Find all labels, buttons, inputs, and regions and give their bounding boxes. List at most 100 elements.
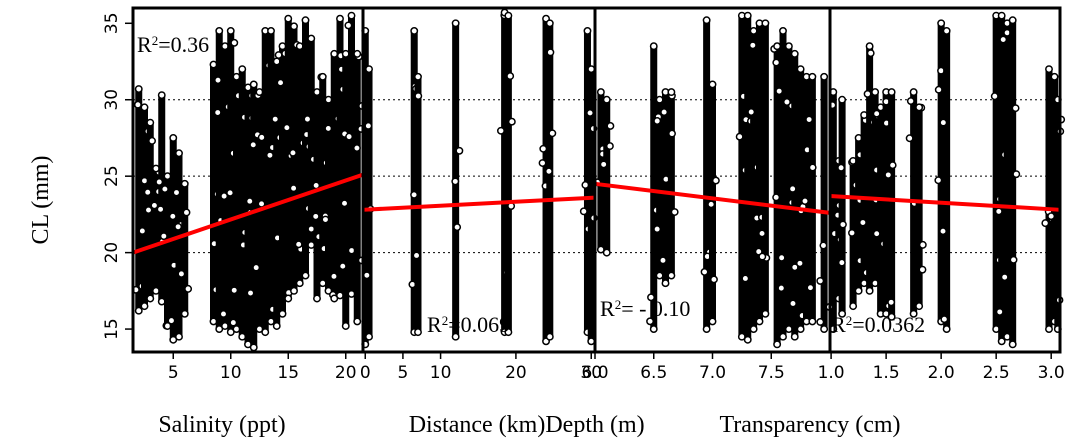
data-point <box>939 227 947 236</box>
x-axis-label: Distance (km) <box>409 412 546 438</box>
x-tick-label: 3.0 <box>1038 363 1065 383</box>
data-column <box>1054 99 1062 330</box>
y-tick-label: 15 <box>102 318 122 340</box>
data-point <box>175 149 183 158</box>
data-column <box>1045 69 1053 330</box>
trend-line <box>362 195 596 212</box>
x-axis-label: Depth (m) <box>545 412 644 438</box>
data-point <box>412 251 421 260</box>
data-point <box>362 271 371 280</box>
data-column <box>135 89 143 311</box>
data-point <box>232 72 241 81</box>
data-point <box>741 274 750 283</box>
data-point <box>1000 273 1009 282</box>
data-point <box>999 35 1008 44</box>
data-point <box>808 317 817 326</box>
data-column <box>744 15 752 340</box>
data-point <box>215 26 224 35</box>
data-point <box>226 26 235 35</box>
data-point <box>294 240 303 249</box>
data-point <box>140 103 149 112</box>
data-column <box>703 20 711 330</box>
data-point <box>659 256 667 265</box>
data-point <box>777 253 786 262</box>
data-point <box>257 133 266 142</box>
data-point <box>782 98 791 106</box>
data-point <box>169 335 178 344</box>
data-column <box>181 183 189 314</box>
data-point <box>668 129 676 138</box>
trend-line <box>594 181 831 215</box>
data-column <box>284 18 292 299</box>
data-point <box>255 88 264 97</box>
data-point <box>1012 170 1021 179</box>
data-column <box>866 46 874 291</box>
data-point <box>252 263 261 272</box>
data-point <box>606 121 615 130</box>
data-point <box>226 188 235 197</box>
data-column <box>365 69 373 337</box>
data-point <box>169 134 178 142</box>
data-point <box>538 159 547 167</box>
data-column <box>583 30 591 333</box>
data-point <box>274 51 283 59</box>
data-point <box>336 291 344 300</box>
data-column <box>164 176 171 327</box>
data-column <box>267 30 275 322</box>
data-point <box>353 317 362 326</box>
x-tick-label: 0 <box>360 363 371 383</box>
panel-4: 1.0 1.5 2.0 2.5 3.0 Transparency (cm) R2=0.036… <box>719 6 1066 438</box>
data-point <box>221 322 229 330</box>
data-column <box>410 30 418 333</box>
data-point <box>773 340 782 349</box>
data-point <box>238 65 247 74</box>
data-point <box>168 212 177 221</box>
data-column <box>152 168 160 291</box>
data-point <box>653 225 662 234</box>
data-point <box>539 144 548 153</box>
data-series <box>357 8 598 349</box>
x-tick-label: 10 <box>430 363 452 383</box>
data-point <box>602 95 611 104</box>
data-point <box>887 88 896 97</box>
data-point <box>410 190 419 199</box>
data-column <box>738 15 746 337</box>
data-column <box>414 76 422 333</box>
data-point <box>318 279 327 288</box>
r-squared-label: R2= - 0.10 <box>600 296 690 321</box>
data-column <box>998 15 1006 342</box>
data-point <box>915 302 924 311</box>
data-point <box>784 325 793 334</box>
data-point <box>504 11 513 20</box>
data-point <box>761 309 770 318</box>
data-point <box>820 325 829 334</box>
data-point <box>605 142 614 151</box>
data-point <box>318 72 327 81</box>
data-point <box>937 19 946 28</box>
x-tick-label: 5 <box>168 363 179 383</box>
data-point <box>655 95 664 104</box>
data-column <box>603 99 611 253</box>
chart-panels: 15 20 25 30 35 5 10 15 20 Salinity (ppt) R2=0.36 0 5… <box>102 6 1066 438</box>
data-column <box>838 99 846 314</box>
data-point <box>146 294 155 303</box>
data-point <box>209 60 218 69</box>
data-point <box>284 14 293 23</box>
data-point <box>347 11 356 20</box>
data-point <box>1009 255 1018 264</box>
data-point <box>289 148 297 157</box>
data-point <box>655 271 664 280</box>
data-column <box>943 30 951 330</box>
panel-1: 15 20 25 30 35 5 10 15 20 Salinity (ppt) R2=0.36 <box>102 6 366 438</box>
data-point <box>649 325 658 334</box>
data-point <box>548 129 557 138</box>
data-point <box>341 49 350 58</box>
data-column <box>175 153 183 337</box>
data-point <box>352 144 361 153</box>
data-point <box>184 284 193 293</box>
data-point <box>816 276 825 285</box>
data-point <box>801 197 809 205</box>
data-point <box>311 212 320 221</box>
data-point <box>708 317 717 326</box>
data-column <box>261 30 269 333</box>
